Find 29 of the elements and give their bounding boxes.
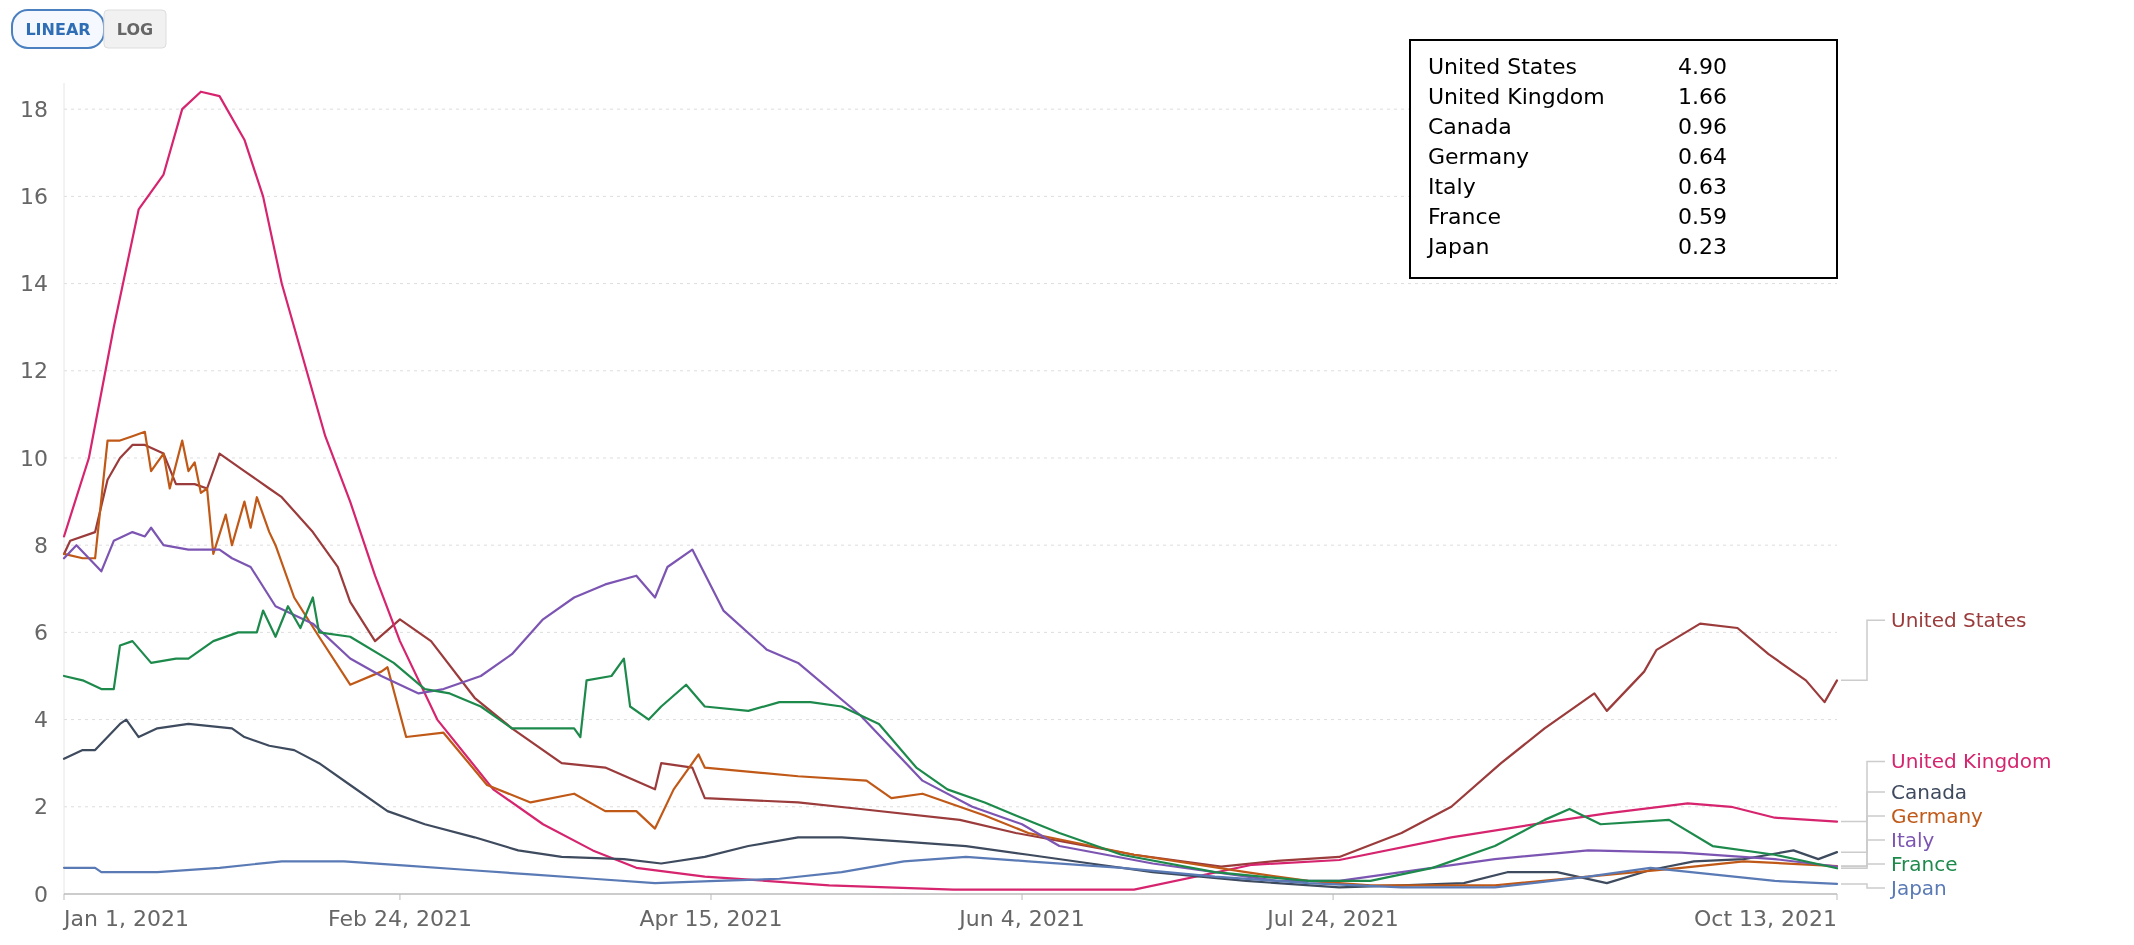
x-tick-label: Jul 24, 2021	[1265, 906, 1399, 931]
text: France	[1891, 852, 1958, 876]
line-series	[62, 855, 1839, 889]
text: United States	[1891, 608, 2027, 633]
x-tick-label: Jun 4, 2021	[957, 906, 1085, 931]
text: Italy	[1891, 828, 1935, 852]
x-tick-label: Jan 1, 2021	[62, 906, 189, 931]
y-tick-label: 4	[34, 707, 48, 733]
line-series	[62, 90, 1839, 891]
line-series	[62, 596, 1839, 883]
text: United Kingdom	[1891, 749, 2052, 774]
text: Canada	[1891, 780, 1968, 804]
y-tick-label: 6	[34, 620, 48, 646]
y-tick-label: 0	[34, 881, 48, 907]
y-tick-label: 14	[20, 271, 48, 297]
x-tick-label: Oct 13, 2021	[1694, 906, 1837, 931]
value-table: United States 4.90 United Kingdom 1.66 Canada 0.96 Germany 0.64 Italy 0.63 France 0.59 Japan 0.23	[1409, 39, 1838, 279]
text: Japan	[1889, 876, 1947, 900]
y-tick-label: 16	[20, 184, 48, 210]
line-series	[62, 526, 1839, 883]
y-tick-label: 12	[20, 358, 48, 384]
y-tick-label: 10	[20, 445, 48, 471]
x-tick-label: Feb 24, 2021	[327, 906, 472, 931]
y-tick-label: 18	[20, 96, 48, 122]
text: Germany	[1891, 804, 1984, 828]
line-series	[62, 718, 1839, 889]
x-tick-label: Apr 15, 2021	[639, 906, 783, 931]
y-tick-label: 2	[34, 794, 48, 820]
y-tick-label: 8	[34, 532, 48, 558]
